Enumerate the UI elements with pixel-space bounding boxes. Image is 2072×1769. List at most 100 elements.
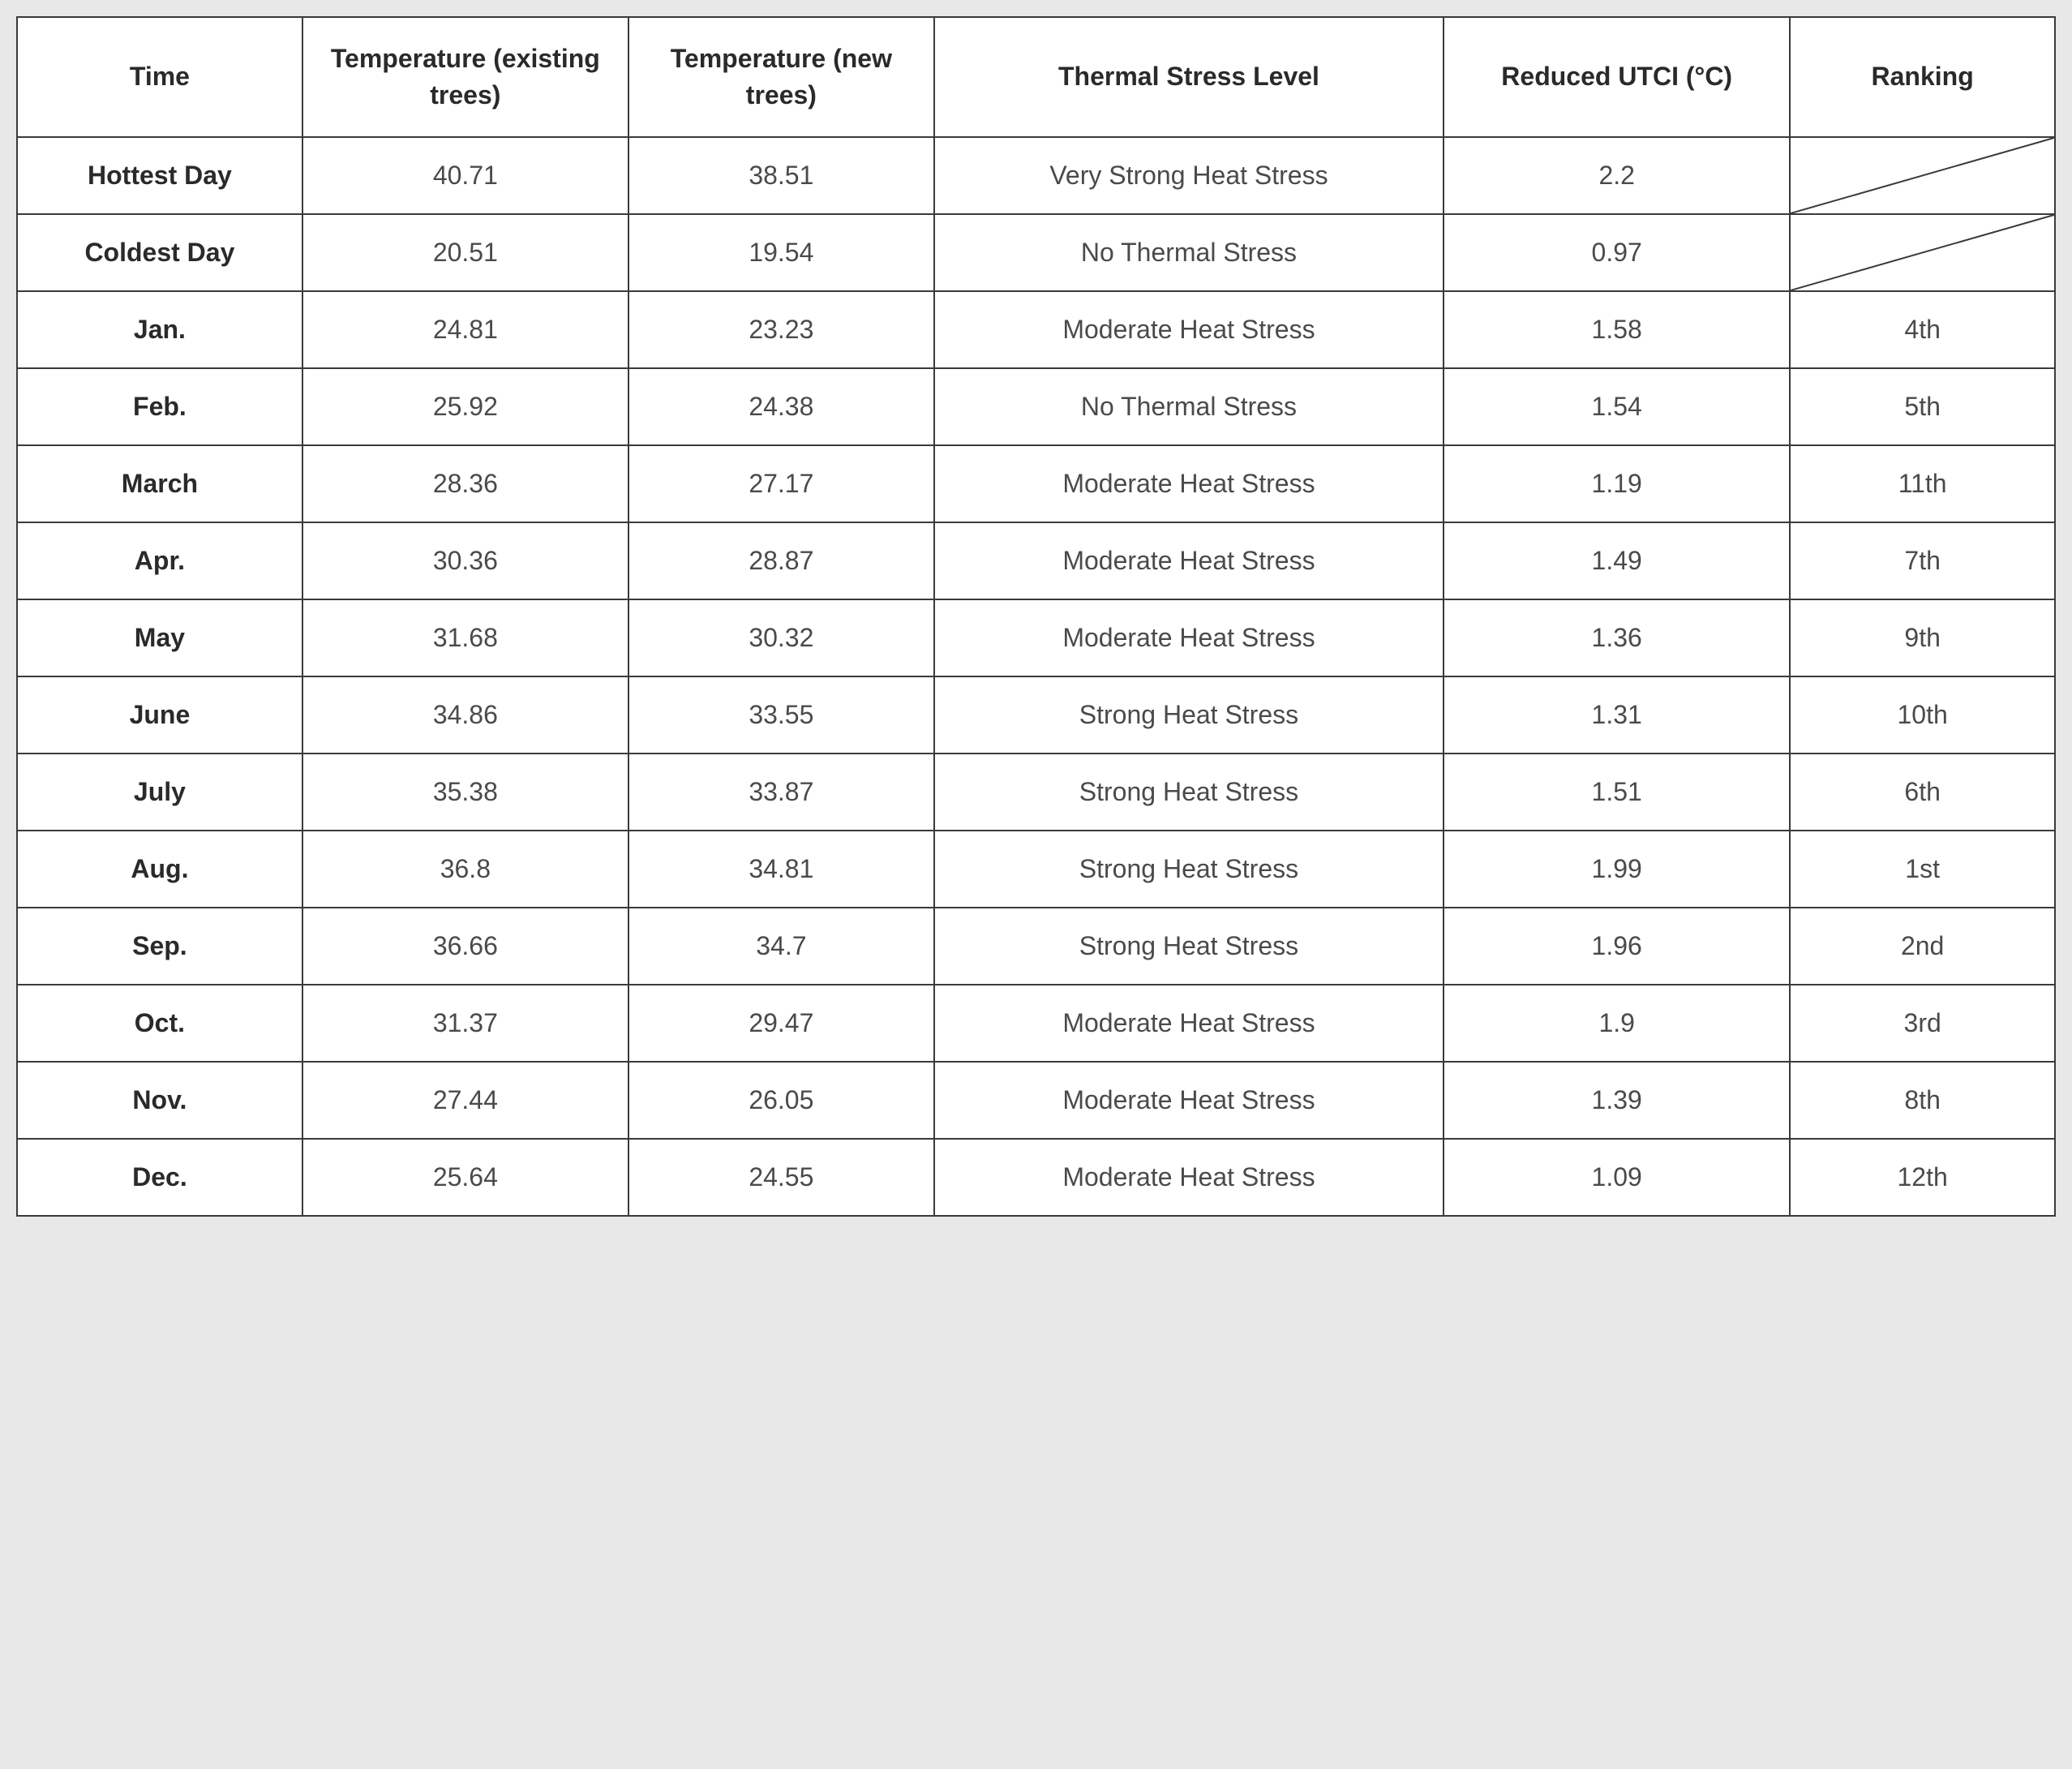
cell-stress-level: Moderate Heat Stress xyxy=(934,985,1444,1062)
cell-stress-level: No Thermal Stress xyxy=(934,214,1444,291)
cell-temp-new: 27.17 xyxy=(628,445,934,522)
cell-reduced-utci: 1.39 xyxy=(1444,1062,1790,1139)
cell-reduced-utci: 1.49 xyxy=(1444,522,1790,599)
cell-reduced-utci: 1.09 xyxy=(1444,1139,1790,1216)
col-header-reduced-utci: Reduced UTCI (°C) xyxy=(1444,17,1790,137)
col-header-ranking: Ranking xyxy=(1790,17,2055,137)
cell-ranking: 9th xyxy=(1790,599,2055,676)
table-row: Coldest Day20.5119.54No Thermal Stress0.… xyxy=(17,214,2055,291)
cell-stress-level: Strong Heat Stress xyxy=(934,831,1444,908)
table-row: July35.3833.87Strong Heat Stress1.516th xyxy=(17,754,2055,831)
cell-stress-level: Strong Heat Stress xyxy=(934,754,1444,831)
cell-temp-new: 29.47 xyxy=(628,985,934,1062)
cell-time: Feb. xyxy=(17,368,302,445)
cell-time: May xyxy=(17,599,302,676)
cell-time: Aug. xyxy=(17,831,302,908)
cell-ranking: 1st xyxy=(1790,831,2055,908)
cell-stress-level: Strong Heat Stress xyxy=(934,908,1444,985)
table-body: Hottest Day40.7138.51Very Strong Heat St… xyxy=(17,137,2055,1216)
cell-temp-new: 28.87 xyxy=(628,522,934,599)
cell-temp-existing: 36.8 xyxy=(302,831,628,908)
cell-stress-level: Moderate Heat Stress xyxy=(934,1139,1444,1216)
cell-temp-new: 34.81 xyxy=(628,831,934,908)
cell-temp-existing: 31.37 xyxy=(302,985,628,1062)
cell-temp-existing: 25.64 xyxy=(302,1139,628,1216)
cell-stress-level: Strong Heat Stress xyxy=(934,676,1444,754)
cell-stress-level: Very Strong Heat Stress xyxy=(934,137,1444,214)
header-row: Time Temperature (existing trees) Temper… xyxy=(17,17,2055,137)
cell-temp-new: 33.87 xyxy=(628,754,934,831)
cell-temp-existing: 36.66 xyxy=(302,908,628,985)
cell-stress-level: Moderate Heat Stress xyxy=(934,445,1444,522)
table-row: Dec.25.6424.55Moderate Heat Stress1.0912… xyxy=(17,1139,2055,1216)
table-row: Feb.25.9224.38No Thermal Stress1.545th xyxy=(17,368,2055,445)
cell-ranking: 2nd xyxy=(1790,908,2055,985)
table-header: Time Temperature (existing trees) Temper… xyxy=(17,17,2055,137)
col-header-temp-new: Temperature (new trees) xyxy=(628,17,934,137)
cell-temp-existing: 34.86 xyxy=(302,676,628,754)
thermal-stress-table: Time Temperature (existing trees) Temper… xyxy=(16,16,2056,1217)
cell-ranking: 3rd xyxy=(1790,985,2055,1062)
cell-temp-existing: 31.68 xyxy=(302,599,628,676)
cell-time: Jan. xyxy=(17,291,302,368)
diagonal-slash-icon xyxy=(1791,138,2054,213)
cell-temp-new: 30.32 xyxy=(628,599,934,676)
cell-stress-level: Moderate Heat Stress xyxy=(934,522,1444,599)
cell-ranking: 6th xyxy=(1790,754,2055,831)
cell-ranking: 11th xyxy=(1790,445,2055,522)
cell-reduced-utci: 1.99 xyxy=(1444,831,1790,908)
table-row: Apr.30.3628.87Moderate Heat Stress1.497t… xyxy=(17,522,2055,599)
cell-temp-new: 34.7 xyxy=(628,908,934,985)
cell-temp-new: 24.38 xyxy=(628,368,934,445)
cell-ranking: 8th xyxy=(1790,1062,2055,1139)
col-header-stress-level: Thermal Stress Level xyxy=(934,17,1444,137)
table-row: Oct.31.3729.47Moderate Heat Stress1.93rd xyxy=(17,985,2055,1062)
cell-reduced-utci: 1.19 xyxy=(1444,445,1790,522)
cell-ranking-empty xyxy=(1790,137,2055,214)
cell-temp-existing: 27.44 xyxy=(302,1062,628,1139)
table-row: Sep.36.6634.7Strong Heat Stress1.962nd xyxy=(17,908,2055,985)
col-header-temp-existing: Temperature (existing trees) xyxy=(302,17,628,137)
table-row: Nov.27.4426.05Moderate Heat Stress1.398t… xyxy=(17,1062,2055,1139)
cell-reduced-utci: 2.2 xyxy=(1444,137,1790,214)
cell-temp-existing: 24.81 xyxy=(302,291,628,368)
table-row: May31.6830.32Moderate Heat Stress1.369th xyxy=(17,599,2055,676)
table-row: March28.3627.17Moderate Heat Stress1.191… xyxy=(17,445,2055,522)
cell-ranking: 7th xyxy=(1790,522,2055,599)
table-row: Aug.36.834.81Strong Heat Stress1.991st xyxy=(17,831,2055,908)
cell-reduced-utci: 1.9 xyxy=(1444,985,1790,1062)
thermal-stress-table-container: Time Temperature (existing trees) Temper… xyxy=(16,16,2056,1217)
cell-temp-new: 38.51 xyxy=(628,137,934,214)
cell-reduced-utci: 1.96 xyxy=(1444,908,1790,985)
table-row: Hottest Day40.7138.51Very Strong Heat St… xyxy=(17,137,2055,214)
cell-temp-new: 24.55 xyxy=(628,1139,934,1216)
cell-time: Apr. xyxy=(17,522,302,599)
cell-time: Hottest Day xyxy=(17,137,302,214)
cell-temp-existing: 30.36 xyxy=(302,522,628,599)
cell-time: March xyxy=(17,445,302,522)
cell-reduced-utci: 1.36 xyxy=(1444,599,1790,676)
cell-ranking: 4th xyxy=(1790,291,2055,368)
cell-temp-existing: 35.38 xyxy=(302,754,628,831)
cell-ranking-empty xyxy=(1790,214,2055,291)
cell-temp-existing: 20.51 xyxy=(302,214,628,291)
cell-reduced-utci: 1.58 xyxy=(1444,291,1790,368)
cell-time: Dec. xyxy=(17,1139,302,1216)
cell-reduced-utci: 0.97 xyxy=(1444,214,1790,291)
diagonal-slash-icon xyxy=(1791,215,2054,290)
cell-time: July xyxy=(17,754,302,831)
cell-stress-level: Moderate Heat Stress xyxy=(934,1062,1444,1139)
cell-stress-level: No Thermal Stress xyxy=(934,368,1444,445)
cell-time: Sep. xyxy=(17,908,302,985)
cell-temp-new: 33.55 xyxy=(628,676,934,754)
cell-reduced-utci: 1.54 xyxy=(1444,368,1790,445)
table-row: June34.8633.55Strong Heat Stress1.3110th xyxy=(17,676,2055,754)
cell-time: Coldest Day xyxy=(17,214,302,291)
cell-ranking: 5th xyxy=(1790,368,2055,445)
cell-ranking: 12th xyxy=(1790,1139,2055,1216)
col-header-time: Time xyxy=(17,17,302,137)
cell-time: June xyxy=(17,676,302,754)
cell-reduced-utci: 1.31 xyxy=(1444,676,1790,754)
table-row: Jan.24.8123.23Moderate Heat Stress1.584t… xyxy=(17,291,2055,368)
cell-time: Nov. xyxy=(17,1062,302,1139)
